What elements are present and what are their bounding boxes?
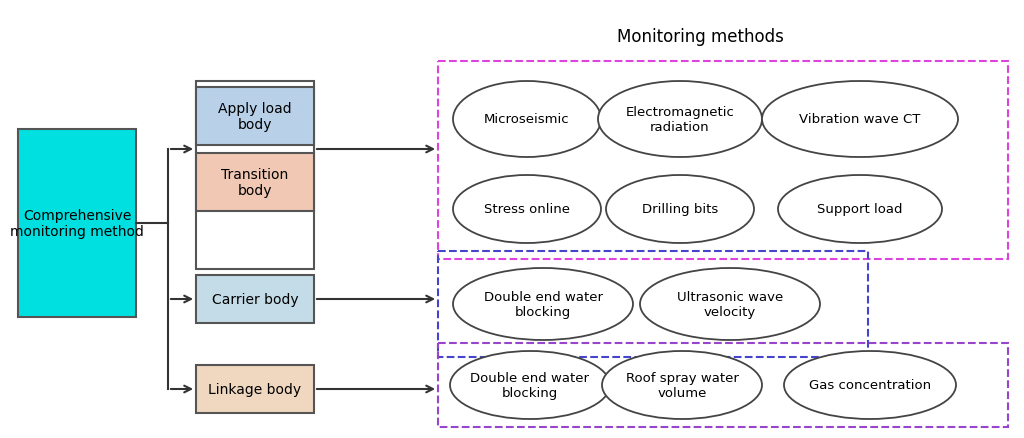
- Ellipse shape: [453, 176, 601, 244]
- Ellipse shape: [450, 351, 610, 419]
- FancyBboxPatch shape: [196, 365, 314, 413]
- Text: Stress online: Stress online: [484, 203, 570, 216]
- Text: Microseismic: Microseismic: [484, 113, 569, 126]
- Text: Transition
body: Transition body: [221, 167, 289, 198]
- Text: Support load: Support load: [817, 203, 903, 216]
- Text: Electromagnetic
radiation: Electromagnetic radiation: [626, 106, 734, 134]
- Text: Ultrasonic wave
velocity: Ultrasonic wave velocity: [677, 290, 783, 318]
- FancyBboxPatch shape: [196, 88, 314, 146]
- Text: Apply load
body: Apply load body: [218, 102, 292, 132]
- FancyBboxPatch shape: [18, 130, 136, 317]
- Text: Drilling bits: Drilling bits: [642, 203, 718, 216]
- Ellipse shape: [640, 268, 820, 340]
- Ellipse shape: [453, 268, 633, 340]
- Text: Carrier body: Carrier body: [212, 292, 298, 306]
- FancyBboxPatch shape: [196, 154, 314, 212]
- Text: Double end water
blocking: Double end water blocking: [470, 371, 590, 399]
- Ellipse shape: [453, 82, 601, 158]
- Text: Vibration wave CT: Vibration wave CT: [800, 113, 921, 126]
- Text: Monitoring methods: Monitoring methods: [616, 28, 783, 46]
- FancyBboxPatch shape: [196, 82, 314, 269]
- Ellipse shape: [784, 351, 956, 419]
- Text: Gas concentration: Gas concentration: [809, 378, 931, 392]
- Ellipse shape: [762, 82, 958, 158]
- Ellipse shape: [598, 82, 762, 158]
- Text: Double end water
blocking: Double end water blocking: [483, 290, 602, 318]
- Ellipse shape: [778, 176, 942, 244]
- Text: Linkage body: Linkage body: [209, 382, 301, 396]
- Ellipse shape: [602, 351, 762, 419]
- Ellipse shape: [606, 176, 754, 244]
- FancyBboxPatch shape: [196, 276, 314, 323]
- Text: Comprehensive
monitoring method: Comprehensive monitoring method: [10, 208, 144, 239]
- Text: Roof spray water
volume: Roof spray water volume: [626, 371, 738, 399]
